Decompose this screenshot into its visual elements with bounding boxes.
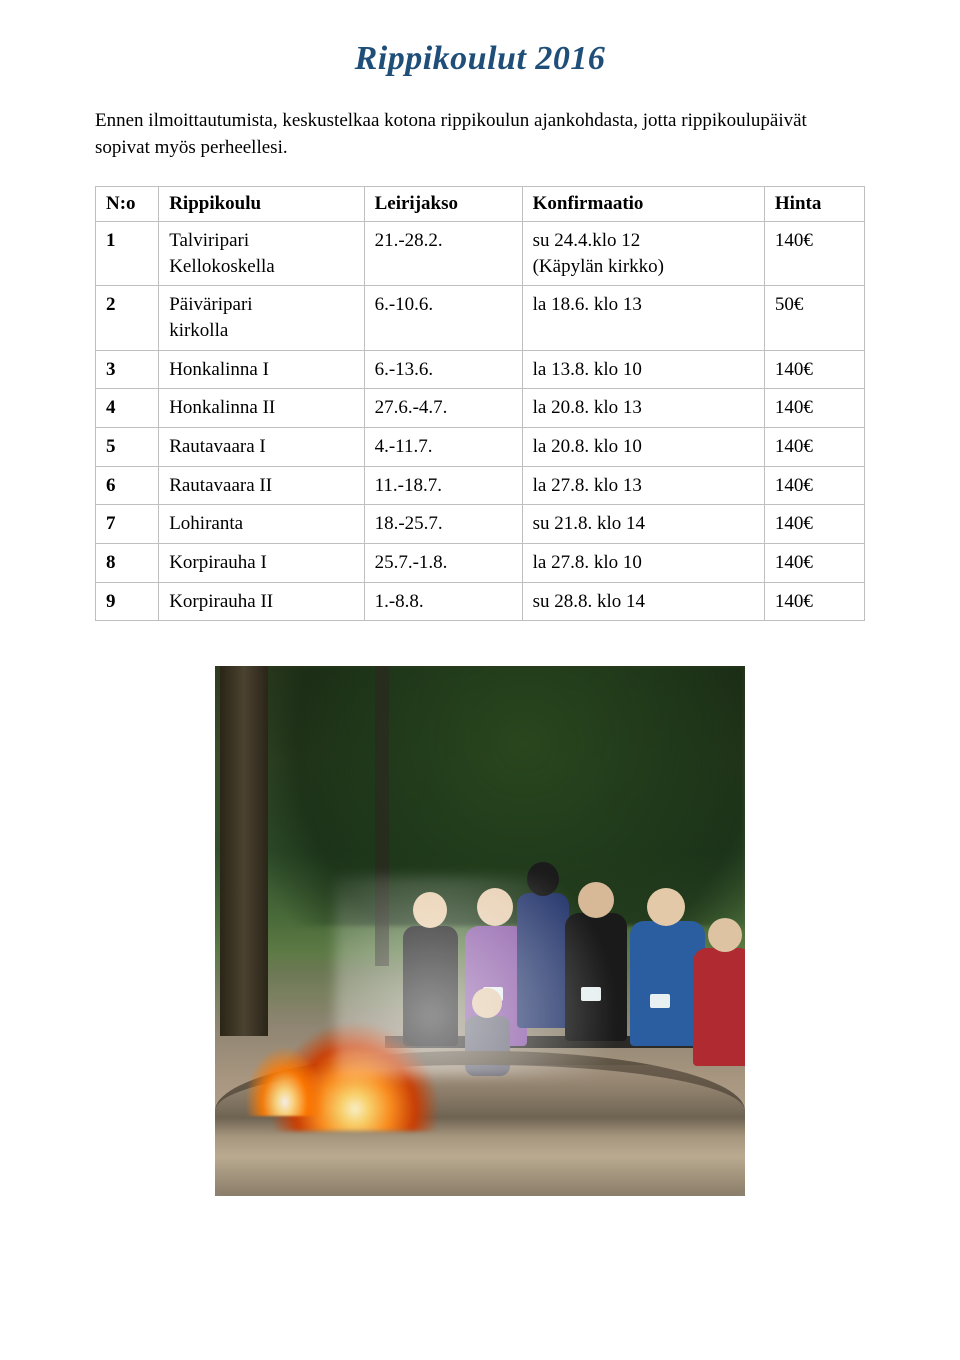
cell-name: Lohiranta <box>159 505 364 544</box>
cell-price: 140€ <box>764 389 864 428</box>
schedule-table: N:o Rippikoulu Leirijakso Konfirmaatio H… <box>95 186 865 621</box>
table-row: 7Lohiranta18.-25.7.su 21.8. klo 14140€ <box>96 505 865 544</box>
cell-price: 140€ <box>764 505 864 544</box>
cell-period: 6.-13.6. <box>364 350 522 389</box>
table-row: 2Päiväriparikirkolla6.-10.6.la 18.6. klo… <box>96 286 865 350</box>
table-row: 3Honkalinna I6.-13.6.la 13.8. klo 10140€ <box>96 350 865 389</box>
cell-period: 11.-18.7. <box>364 466 522 505</box>
table-row: 4Honkalinna II27.6.-4.7.la 20.8. klo 131… <box>96 389 865 428</box>
cell-confirmation: la 27.8. klo 13 <box>522 466 764 505</box>
cell-name: Honkalinna I <box>159 350 364 389</box>
cell-period: 4.-11.7. <box>364 428 522 467</box>
cell-name: Päiväriparikirkolla <box>159 286 364 350</box>
cell-price: 140€ <box>764 222 864 286</box>
table-header-row: N:o Rippikoulu Leirijakso Konfirmaatio H… <box>96 187 865 222</box>
cell-confirmation: su 21.8. klo 14 <box>522 505 764 544</box>
cell-name: Rautavaara II <box>159 466 364 505</box>
cell-period: 18.-25.7. <box>364 505 522 544</box>
col-header-period: Leirijakso <box>364 187 522 222</box>
cell-price: 140€ <box>764 582 864 621</box>
person-figure <box>693 948 745 1066</box>
cell-confirmation: la 20.8. klo 13 <box>522 389 764 428</box>
smoke <box>335 876 655 1076</box>
cell-name: Honkalinna II <box>159 389 364 428</box>
cell-no: 4 <box>96 389 159 428</box>
cell-no: 9 <box>96 582 159 621</box>
table-row: 9Korpirauha II1.-8.8.su 28.8. klo 14140€ <box>96 582 865 621</box>
cell-price: 50€ <box>764 286 864 350</box>
cell-price: 140€ <box>764 466 864 505</box>
cell-no: 5 <box>96 428 159 467</box>
photo-wrap <box>95 666 865 1196</box>
cell-confirmation: la 20.8. klo 10 <box>522 428 764 467</box>
cell-no: 8 <box>96 543 159 582</box>
cell-period: 1.-8.8. <box>364 582 522 621</box>
cell-period: 21.-28.2. <box>364 222 522 286</box>
cell-period: 6.-10.6. <box>364 286 522 350</box>
page-title: Rippikoulut 2016 <box>95 40 865 78</box>
cell-price: 140€ <box>764 543 864 582</box>
cell-confirmation: la 13.8. klo 10 <box>522 350 764 389</box>
cell-no: 1 <box>96 222 159 286</box>
intro-text: Ennen ilmoittautumista, keskustelkaa kot… <box>95 108 865 161</box>
col-header-no: N:o <box>96 187 159 222</box>
cell-confirmation: la 18.6. klo 13 <box>522 286 764 350</box>
campfire-photo <box>215 666 745 1196</box>
tree-trunk <box>220 666 268 1036</box>
cell-name: Korpirauha II <box>159 582 364 621</box>
table-row: 1TalviripariKellokoskella21.-28.2.su 24.… <box>96 222 865 286</box>
cell-period: 27.6.-4.7. <box>364 389 522 428</box>
cell-confirmation: la 27.8. klo 10 <box>522 543 764 582</box>
cell-price: 140€ <box>764 428 864 467</box>
cell-name: Korpirauha I <box>159 543 364 582</box>
cell-no: 7 <box>96 505 159 544</box>
cell-confirmation: su 24.4.klo 12(Käpylän kirkko) <box>522 222 764 286</box>
col-header-price: Hinta <box>764 187 864 222</box>
cell-confirmation: su 28.8. klo 14 <box>522 582 764 621</box>
page: Rippikoulut 2016 Ennen ilmoittautumista,… <box>0 0 960 1236</box>
col-header-confirmation: Konfirmaatio <box>522 187 764 222</box>
table-row: 8Korpirauha I25.7.-1.8.la 27.8. klo 1014… <box>96 543 865 582</box>
fire <box>245 1046 325 1116</box>
cell-no: 2 <box>96 286 159 350</box>
table-body: 1TalviripariKellokoskella21.-28.2.su 24.… <box>96 222 865 621</box>
cell-price: 140€ <box>764 350 864 389</box>
cell-no: 6 <box>96 466 159 505</box>
cell-no: 3 <box>96 350 159 389</box>
cell-name: Rautavaara I <box>159 428 364 467</box>
cell-period: 25.7.-1.8. <box>364 543 522 582</box>
table-row: 6Rautavaara II11.-18.7.la 27.8. klo 1314… <box>96 466 865 505</box>
cell-name: TalviripariKellokoskella <box>159 222 364 286</box>
person-figure <box>708 918 742 952</box>
col-header-name: Rippikoulu <box>159 187 364 222</box>
table-row: 5Rautavaara I4.-11.7.la 20.8. klo 10140€ <box>96 428 865 467</box>
